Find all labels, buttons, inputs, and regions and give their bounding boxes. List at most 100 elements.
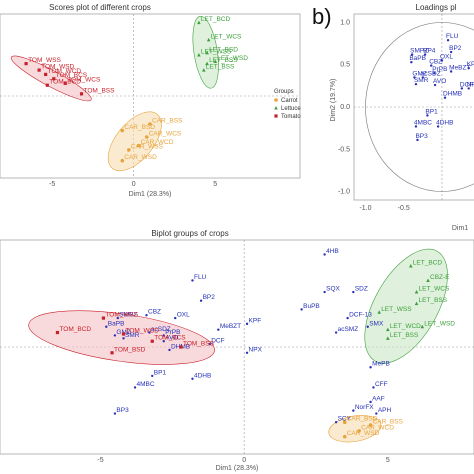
loading-label: SMPZ <box>410 48 428 55</box>
plot-frame <box>0 239 474 455</box>
loading-label: PrPB <box>432 66 447 73</box>
lettuce-point <box>197 53 201 57</box>
point-label: LET_BSD <box>209 46 238 53</box>
loading-point <box>148 331 151 334</box>
legend-item-label: Tomato <box>281 114 301 120</box>
grid-lines <box>354 14 474 200</box>
point-label: LET_WCS <box>211 33 242 40</box>
tomato-point <box>52 77 56 81</box>
loading-label: BaPB <box>108 320 125 327</box>
loading-label: SDZ <box>355 286 368 293</box>
panel-background <box>0 0 300 200</box>
point-label: TOM_BSS <box>183 341 215 348</box>
x-tick-label: -1.0 <box>359 205 371 212</box>
loading-point <box>372 386 375 389</box>
tomato-point <box>101 316 106 320</box>
loading-label: BP1 <box>425 108 438 115</box>
point-label: TOM_WCD <box>126 327 160 334</box>
grid-lines <box>0 240 474 454</box>
tomato-point <box>45 83 49 87</box>
point-label: LET_BSS <box>419 297 448 304</box>
loading-label: BP3 <box>116 407 129 414</box>
loading-point <box>116 316 119 320</box>
loading-label: SMR <box>414 77 429 84</box>
point-label: TOM_BSD <box>114 346 146 353</box>
point-label: CAR_BSS <box>373 419 404 426</box>
point-label: TOM_BSS <box>84 87 116 94</box>
tomato-point <box>44 72 48 77</box>
loading-label: FLU <box>194 274 207 281</box>
x-axis-label: Dim1 (28.3%) <box>216 465 259 472</box>
lettuce-point <box>274 106 278 110</box>
loading-label: NPX <box>249 346 263 353</box>
confidence-ellipse <box>364 248 448 364</box>
group-ellipses <box>28 248 448 443</box>
point-label: CAR_WSD <box>347 430 380 437</box>
x-tick-label: -5 <box>49 181 55 188</box>
legend-title: Groups <box>274 89 294 95</box>
loading-point <box>133 386 137 389</box>
loading-label: CBZ <box>148 309 161 316</box>
loading-label: BuPB <box>303 303 320 310</box>
tomato-point <box>63 81 67 85</box>
loading-point <box>174 316 177 320</box>
loading-label: KPF <box>467 61 474 68</box>
lettuce-point <box>386 336 390 340</box>
loading-label: SMPZ <box>119 312 137 319</box>
loading-point <box>433 83 437 87</box>
loading-point <box>346 316 349 320</box>
loading-label: SQX <box>326 286 340 293</box>
loading-point <box>430 64 433 67</box>
chart-title: Biplot groups of crops <box>151 229 228 238</box>
legend-item-label: Carrot <box>281 98 298 104</box>
loading-point <box>217 328 220 331</box>
loading-point <box>421 76 425 79</box>
loading-label: MeBZT <box>449 64 470 71</box>
point-label: LET_WSD <box>424 320 455 327</box>
loading-point <box>436 125 440 128</box>
loading-label: 4MBC <box>137 381 155 388</box>
y-tick-label: -1.0 <box>338 189 350 196</box>
loading-point <box>426 114 429 117</box>
lettuce-point <box>420 324 425 329</box>
scores-plot-panel: Scores plot of different crops Dim1 (28.… <box>0 0 301 200</box>
confidence-ellipse <box>107 111 162 172</box>
loading-label: 4DHB <box>194 372 211 379</box>
loading-label: NPX <box>467 81 474 88</box>
loading-point <box>446 39 450 42</box>
lettuce-point <box>197 20 201 25</box>
loading-label: SCY <box>338 416 352 423</box>
loading-point <box>199 299 203 302</box>
loading-label: 4DHB <box>436 119 453 126</box>
loading-label: MePB <box>372 361 390 368</box>
carrot-point <box>136 143 141 148</box>
x-tick-label: -0.5 <box>398 205 410 212</box>
point-label: LET_BCD <box>201 16 231 23</box>
legend-item-label: Lettuce <box>281 106 301 112</box>
point-label: CAR_WSS <box>131 143 164 150</box>
lettuce-point <box>206 37 211 42</box>
loading-point <box>467 87 470 90</box>
y-axis-label: Dim2 (19.7%) <box>330 79 337 122</box>
loading-point <box>162 334 165 337</box>
loading-point <box>414 82 418 86</box>
point-label: CAR_BSD <box>347 416 378 423</box>
loading-point <box>162 340 165 343</box>
loading-point <box>433 71 436 75</box>
point-label: LET_WCD <box>390 323 421 330</box>
point-label: TOM_BCS <box>154 335 186 342</box>
loading-points: FLUBP2SMPZCBZOXLKPFBaPBacSDZGMZPrPBMeBZT… <box>105 248 392 424</box>
lettuce-point <box>414 301 419 306</box>
loading-label: OXL <box>440 54 453 61</box>
tomato-point <box>24 62 28 66</box>
x-tick-labels: -5 0 5 <box>49 181 217 188</box>
loading-label: APH <box>378 407 392 414</box>
carrot-point <box>127 148 131 152</box>
group-ellipses <box>10 15 219 172</box>
loading-point <box>410 60 413 64</box>
loading-label: OXL <box>177 312 190 319</box>
lettuce-point <box>213 59 218 63</box>
loading-point <box>467 66 470 70</box>
loading-point <box>334 420 338 424</box>
